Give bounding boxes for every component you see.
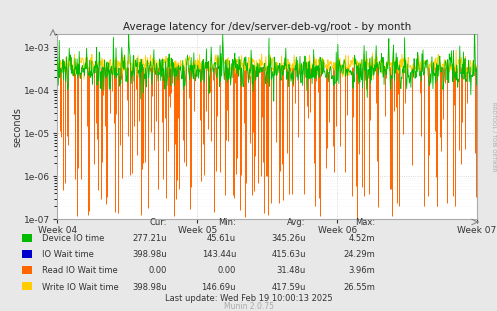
Text: 31.48u: 31.48u	[276, 267, 306, 275]
Text: 415.63u: 415.63u	[271, 250, 306, 259]
Text: 26.55m: 26.55m	[343, 283, 375, 291]
Text: 146.69u: 146.69u	[202, 283, 236, 291]
Title: Average latency for /dev/server-deb-vg/root - by month: Average latency for /dev/server-deb-vg/r…	[123, 22, 411, 32]
Text: 398.98u: 398.98u	[132, 283, 166, 291]
Text: Device IO time: Device IO time	[42, 234, 105, 243]
Text: 3.96m: 3.96m	[348, 267, 375, 275]
Text: 345.26u: 345.26u	[271, 234, 306, 243]
Text: Max:: Max:	[355, 218, 375, 227]
Text: Write IO Wait time: Write IO Wait time	[42, 283, 119, 291]
Text: 0.00: 0.00	[148, 267, 166, 275]
Text: Last update: Wed Feb 19 10:00:13 2025: Last update: Wed Feb 19 10:00:13 2025	[165, 294, 332, 303]
Text: Min:: Min:	[218, 218, 236, 227]
Text: IO Wait time: IO Wait time	[42, 250, 94, 259]
Text: 0.00: 0.00	[218, 267, 236, 275]
Text: Read IO Wait time: Read IO Wait time	[42, 267, 118, 275]
Text: 398.98u: 398.98u	[132, 250, 166, 259]
Text: 4.52m: 4.52m	[349, 234, 375, 243]
Text: Avg:: Avg:	[287, 218, 306, 227]
Text: 417.59u: 417.59u	[271, 283, 306, 291]
Text: RRDTOOL / TOBI OETIKER: RRDTOOL / TOBI OETIKER	[491, 102, 496, 172]
Text: Cur:: Cur:	[149, 218, 166, 227]
Y-axis label: seconds: seconds	[13, 107, 23, 147]
Text: 24.29m: 24.29m	[343, 250, 375, 259]
Text: 277.21u: 277.21u	[132, 234, 166, 243]
Text: Munin 2.0.75: Munin 2.0.75	[224, 302, 273, 311]
Text: 45.61u: 45.61u	[207, 234, 236, 243]
Text: 143.44u: 143.44u	[202, 250, 236, 259]
